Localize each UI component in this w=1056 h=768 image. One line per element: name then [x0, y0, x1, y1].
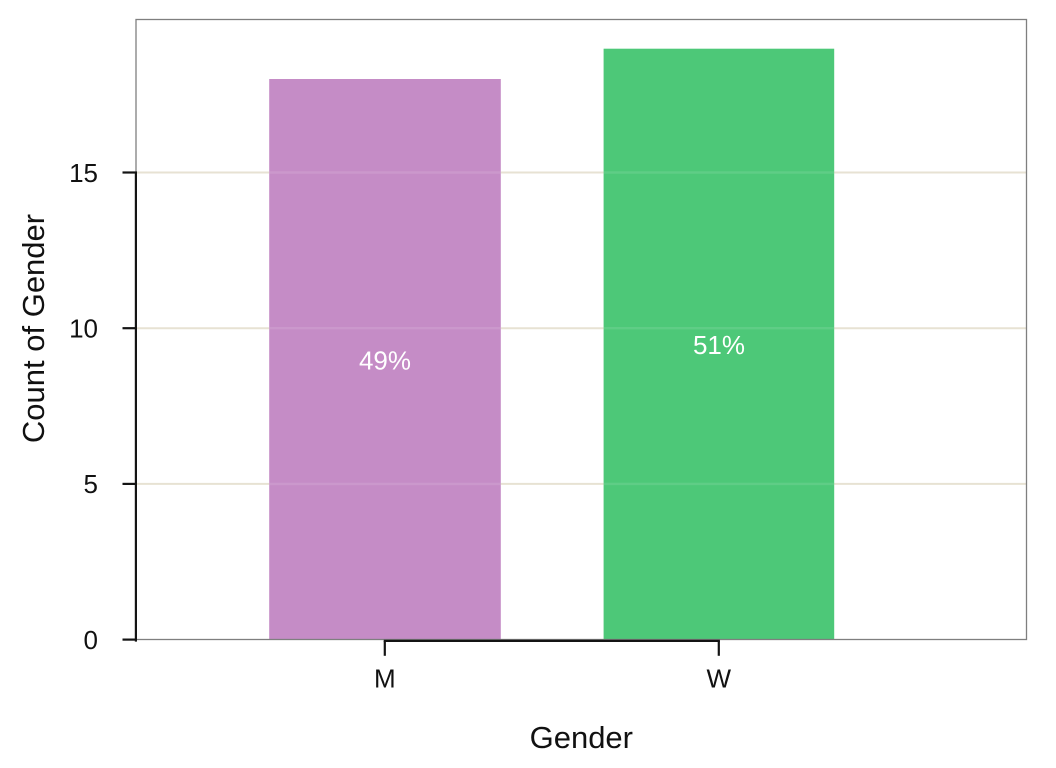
svg-text:M: M — [374, 664, 396, 694]
svg-text:W: W — [707, 664, 732, 694]
svg-text:Gender: Gender — [530, 720, 633, 755]
svg-text:15: 15 — [69, 158, 98, 188]
svg-text:49%: 49% — [359, 346, 411, 376]
svg-text:51%: 51% — [693, 330, 745, 360]
svg-text:10: 10 — [69, 314, 98, 344]
svg-text:5: 5 — [84, 469, 98, 499]
svg-text:Count of Gender: Count of Gender — [16, 214, 51, 443]
svg-text:0: 0 — [84, 625, 98, 655]
